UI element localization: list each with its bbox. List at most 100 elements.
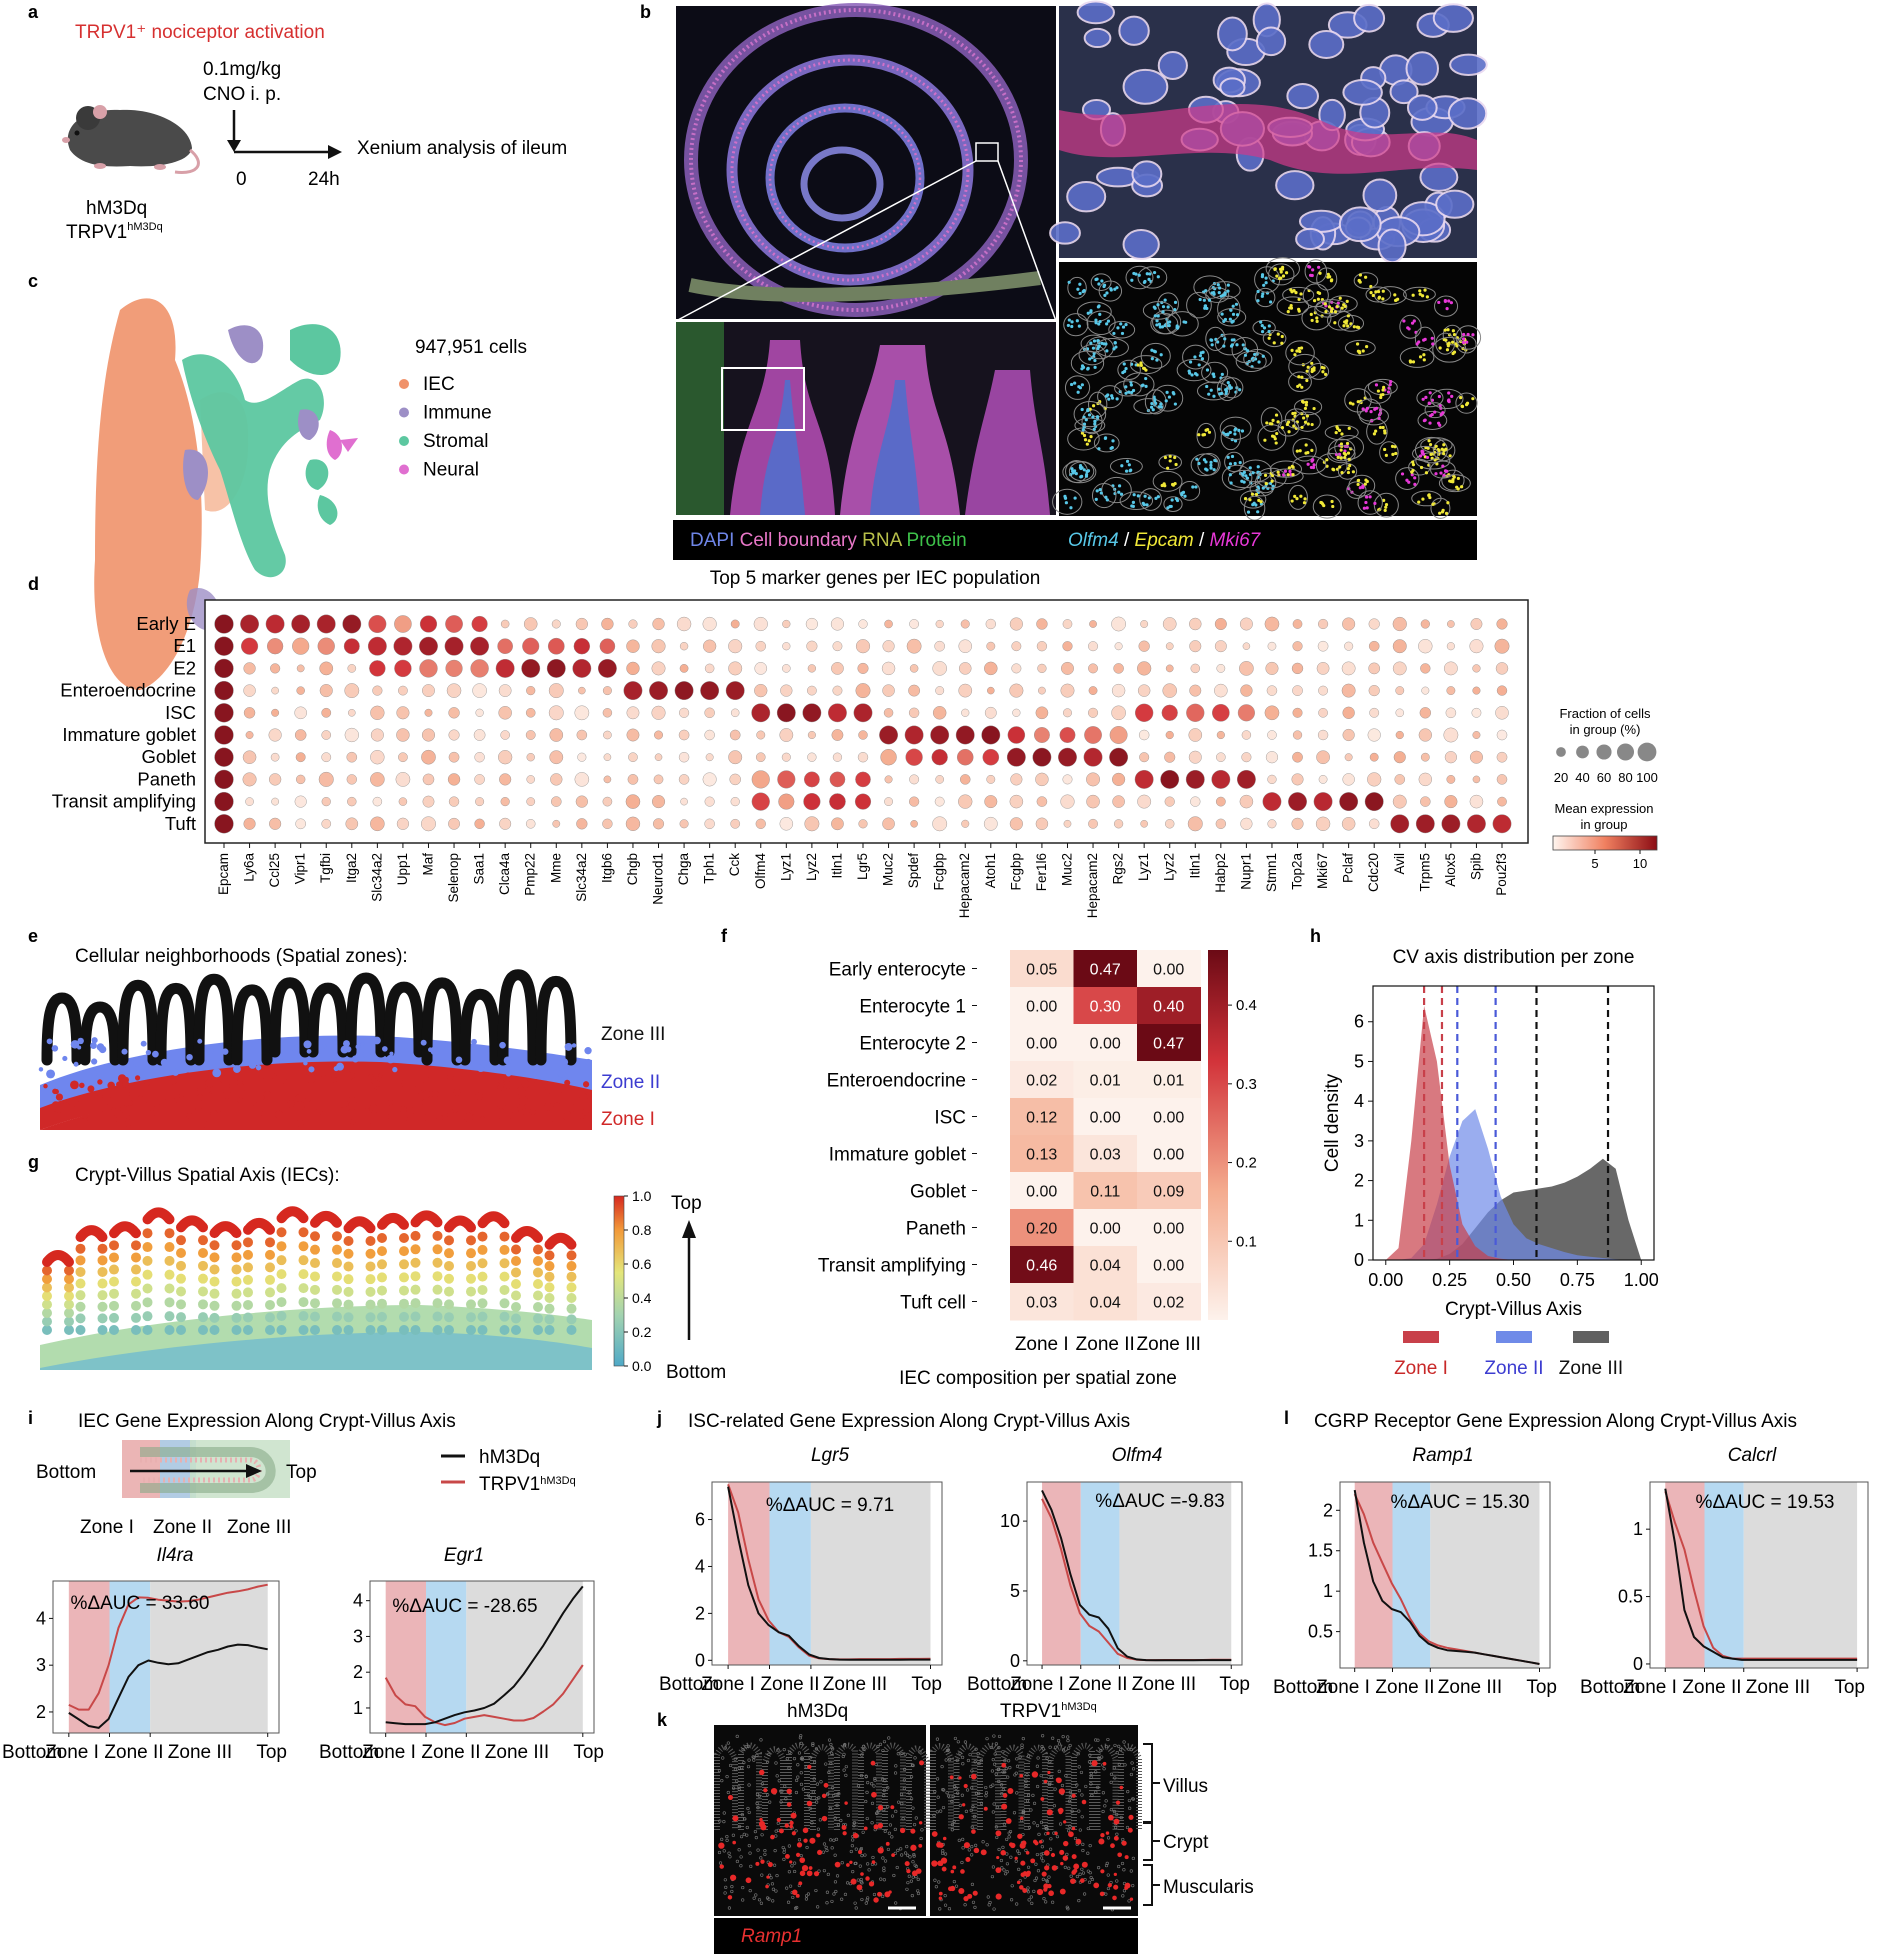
dot <box>321 730 332 740</box>
heatmap-cell <box>1073 1135 1138 1173</box>
series-line <box>727 1486 931 1661</box>
dot <box>393 636 413 656</box>
dot <box>802 703 822 723</box>
dot <box>271 686 279 695</box>
panel-a-dose-2: CNO i. p. <box>203 84 281 105</box>
ramp1-spot <box>971 1773 977 1780</box>
dot <box>1088 686 1098 695</box>
dot <box>1344 641 1354 651</box>
dot <box>1267 730 1277 740</box>
dot <box>751 792 770 811</box>
colorbar-tick: 0.0 <box>632 1358 652 1374</box>
ramp1-spot <box>983 1806 988 1811</box>
dot <box>1240 684 1253 697</box>
dot <box>1470 618 1483 630</box>
zone1-band <box>1354 1482 1393 1668</box>
dot <box>782 664 791 673</box>
ramp1-spot <box>1005 1818 1012 1824</box>
dot <box>1420 752 1430 762</box>
h-title: CV axis distribution per zone <box>1393 947 1635 968</box>
x-label: Top <box>1219 1674 1250 1695</box>
dot <box>525 730 536 740</box>
ytick: 1 <box>353 1698 363 1718</box>
dot <box>1446 686 1456 696</box>
dot <box>1216 752 1226 762</box>
column-label: Selenop <box>446 853 461 903</box>
ramp1-spot <box>1105 1831 1110 1835</box>
column-label: Neurod1 <box>651 853 666 905</box>
dot <box>1368 685 1380 697</box>
h-xtick: 0.75 <box>1560 1270 1595 1290</box>
dot <box>1240 817 1253 830</box>
ramp1-spot <box>817 1849 823 1855</box>
ytick: 4 <box>353 1591 363 1611</box>
dot <box>881 661 896 676</box>
series-line <box>384 1664 584 1727</box>
ramp1-spot <box>841 1825 847 1830</box>
ramp1-spot <box>915 1868 922 1874</box>
dot <box>754 683 768 698</box>
dot <box>472 683 487 698</box>
dot <box>1291 773 1304 786</box>
dot <box>576 818 588 830</box>
dot <box>1009 683 1024 698</box>
dot <box>214 814 234 834</box>
ramp1-spot <box>899 1827 906 1834</box>
heatmap-cell <box>1137 1209 1201 1247</box>
column-label: Atoh1 <box>983 853 998 888</box>
dot <box>858 730 868 740</box>
dot <box>1109 726 1128 744</box>
x-label: Zone III <box>823 1674 887 1695</box>
dot <box>1109 747 1128 767</box>
column-label: Trpm5 <box>1417 853 1432 892</box>
dot <box>394 659 412 678</box>
zone3-villus <box>497 969 539 1066</box>
ramp1-spot <box>786 1802 792 1807</box>
ytick: 1 <box>1323 1581 1333 1601</box>
dot <box>214 747 234 767</box>
heatmap-value: 0.03 <box>1090 1147 1121 1164</box>
heatmap-cell <box>1010 1246 1074 1284</box>
dot <box>909 796 920 807</box>
mouse-icon <box>62 105 200 174</box>
column-label: Itga2 <box>344 853 359 883</box>
ramp1-spot <box>776 1817 781 1823</box>
dot <box>577 752 587 762</box>
timeline-arrow-head <box>328 145 342 159</box>
dot <box>1007 726 1026 744</box>
dot <box>879 725 898 745</box>
ramp1-spot <box>1099 1891 1105 1897</box>
column-label: Top2a <box>1290 853 1305 890</box>
dot <box>1214 683 1228 698</box>
size-legend-title-2: in group (%) <box>1570 722 1641 737</box>
ramp1-spot <box>729 1874 737 1881</box>
ramp1-spot <box>1071 1793 1076 1798</box>
ramp1-spot <box>1026 1870 1031 1876</box>
x-label: Top <box>1834 1677 1865 1698</box>
dot <box>703 639 717 653</box>
ramp1-spot <box>888 1890 892 1894</box>
dot <box>372 685 383 696</box>
dot <box>522 637 540 655</box>
heatmap-value: 0.47 <box>1153 1036 1184 1053</box>
dot <box>884 775 893 784</box>
ramp1-spot <box>718 1842 725 1849</box>
color-legend-tick-10: 10 <box>1633 856 1647 871</box>
cell-boundary-zoom-image <box>1049 0 1488 264</box>
ramp1-spot <box>1075 1838 1082 1845</box>
dot <box>318 771 334 787</box>
ramp1-spot <box>789 1820 794 1826</box>
legend-label-stromal: Stromal <box>423 431 488 452</box>
dot <box>598 659 617 678</box>
dot <box>1292 641 1303 652</box>
ramp1-spot <box>1038 1840 1043 1844</box>
dot <box>652 795 666 809</box>
dot <box>1368 662 1381 675</box>
dot <box>776 703 796 723</box>
dot <box>678 774 690 785</box>
dot <box>1114 819 1124 829</box>
column-label: Muc2 <box>1059 853 1074 886</box>
dot <box>321 818 332 829</box>
k-label-right: TRPV1hM3Dq <box>1000 1701 1097 1722</box>
dot <box>1216 730 1225 740</box>
